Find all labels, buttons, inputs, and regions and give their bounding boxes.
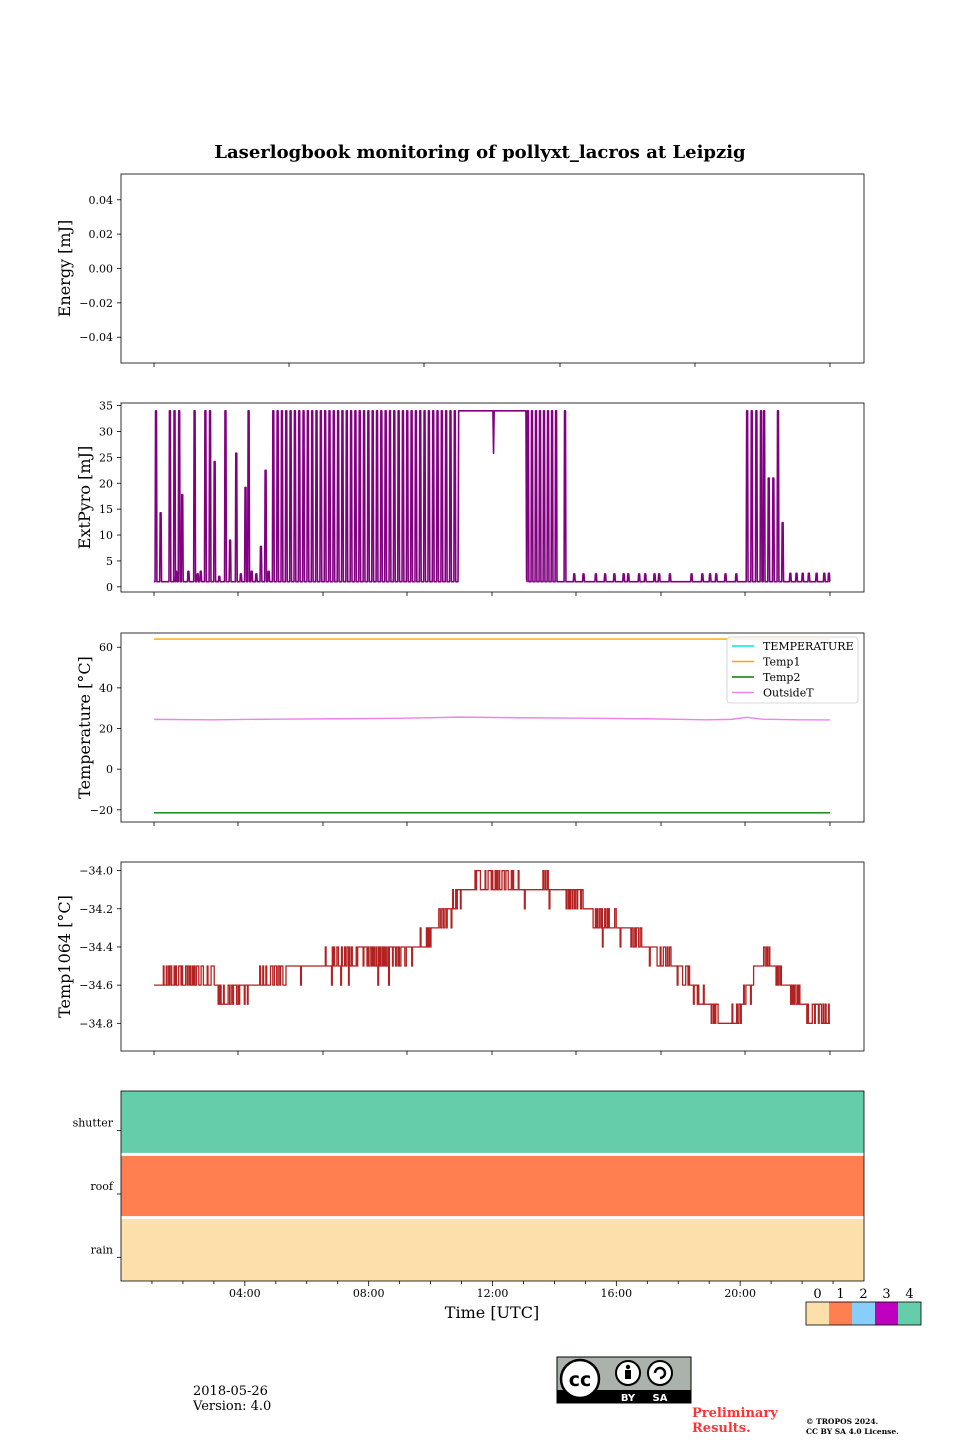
badge-sa-label: SA [653, 1393, 668, 1404]
panel-3: 60 40 20 0 −20 Temperature [°C] TEMPERATURE Tem… [75, 632, 865, 826]
status-row-shutter [121, 1091, 864, 1155]
x-tick-label: 04:00 [229, 1287, 261, 1300]
colorbar-swatch [829, 1302, 852, 1325]
status-row-label: rain [91, 1243, 113, 1256]
y-tick-label: −0.04 [79, 331, 113, 344]
y-tick-label: −0.02 [79, 297, 113, 310]
legend-label: OutsideT [763, 687, 814, 700]
y-tick-label: 0.04 [89, 194, 114, 207]
y-tick-label: 35 [99, 400, 113, 413]
status-row-label: shutter [73, 1117, 114, 1130]
y-tick-label: −34.6 [79, 979, 113, 992]
y-axis-label: Temp1064 [°C] [55, 895, 74, 1018]
status-row-rain [121, 1217, 864, 1281]
y-tick-label: −34.0 [79, 865, 113, 878]
legend-box [726, 636, 859, 704]
copyright-note: © TROPOS 2024. CC BY SA 4.0 License. [806, 1417, 899, 1437]
colorbar-frame [805, 1301, 922, 1326]
share-alike-icon [647, 1360, 673, 1386]
panel-frame [120, 402, 865, 593]
cc-icon [559, 1358, 601, 1400]
y-tick-label: −20 [90, 804, 113, 817]
y-tick-label: 30 [99, 425, 113, 438]
colorbar-swatch [875, 1302, 898, 1325]
y-tick-label: −34.8 [79, 1017, 113, 1030]
person-body-icon [625, 1370, 631, 1379]
y-tick-label: 0.02 [89, 228, 114, 241]
colorbar-tick-label: 1 [836, 1287, 844, 1302]
colorbar-tick-label: 2 [859, 1287, 867, 1302]
share-alike-arrow-icon [653, 1366, 667, 1380]
x-tick-label: 20:00 [724, 1287, 756, 1300]
y-tick-label: 15 [99, 503, 113, 516]
y-tick-label: 0 [106, 581, 113, 594]
colorbar-swatch [898, 1302, 921, 1325]
panel-frame [120, 173, 865, 364]
badge-by-label: BY [621, 1393, 636, 1404]
copyright-line-1: © TROPOS 2024. [806, 1417, 879, 1426]
panel-5: shutter roof rain 04:00 08:00 12:00 16:00 20:00… [73, 1090, 922, 1326]
y-tick-label: 0.00 [89, 263, 114, 276]
legend-label: Temp2 [763, 671, 800, 684]
y-tick-label: 20 [99, 477, 113, 490]
x-axis-label: Time [UTC] [445, 1303, 539, 1322]
legend-label: Temp1 [763, 656, 800, 669]
chart-title: Laserlogbook monitoring of pollyxt_lacro… [214, 142, 746, 163]
y-axis-label: Energy [mJ] [55, 220, 74, 318]
colorbar-swatch [806, 1302, 829, 1325]
copyright-line-2: CC BY SA 4.0 License. [806, 1427, 899, 1436]
y-tick-label: 40 [99, 682, 113, 695]
panel-1: 0.04 0.02 0.00 −0.02 −0.04 Energy [mJ] [55, 173, 865, 367]
panel-4: −34.0 −34.2 −34.4 −34.6 −34.8 Temp1064 [°C] [55, 861, 865, 1055]
y-tick-label: 60 [99, 641, 113, 654]
y-tick-label: 10 [99, 529, 113, 542]
y-tick-label: −34.2 [79, 903, 113, 916]
legend-label: TEMPERATURE [763, 640, 854, 653]
colorbar-tick-label: 0 [813, 1287, 821, 1302]
status-row-roof [121, 1154, 864, 1218]
colorbar-tick-label: 3 [882, 1287, 890, 1302]
cc-license-badge: cc BY SA [556, 1356, 692, 1404]
colorbar-swatch [852, 1302, 875, 1325]
preliminary-note: Preliminary Results. [692, 1406, 778, 1436]
x-tick-label: 08:00 [353, 1287, 385, 1300]
panel-frame [120, 632, 865, 823]
y-tick-label: 5 [106, 555, 113, 568]
y-tick-label: 0 [106, 763, 113, 776]
y-axis-label: ExtPyro [mJ] [75, 446, 94, 549]
colorbar-tick-label: 4 [905, 1287, 913, 1302]
panel-frame [120, 861, 865, 1052]
status-row-label: roof [90, 1180, 114, 1193]
x-tick-label: 16:00 [600, 1287, 632, 1300]
y-tick-label: −34.4 [79, 941, 113, 954]
preliminary-line-1: Preliminary [692, 1406, 778, 1421]
y-axis-label: Temperature [°C] [75, 656, 94, 799]
preliminary-line-2: Results. [692, 1421, 751, 1436]
temp1064-series-line [154, 869, 830, 1024]
panel-2: 0 5 10 15 20 25 30 35 ExtPyro [mJ] [75, 400, 865, 596]
extpyro-series-line [154, 409, 831, 583]
cc-icon-text: cc [569, 1369, 592, 1391]
date-text: 2018-05-26 [193, 1384, 268, 1399]
legend: TEMPERATURE Temp1 Temp2 OutsideT [726, 636, 859, 704]
y-tick-label: 20 [99, 723, 113, 736]
version-text: Version: 4.0 [193, 1399, 272, 1414]
date-label: 2018-05-26 Version: 4.0 [193, 1384, 271, 1414]
person-head-icon [625, 1364, 631, 1370]
series-line-outsidet [153, 716, 831, 721]
x-tick-label: 12:00 [477, 1287, 509, 1300]
y-tick-label: 25 [99, 451, 113, 464]
